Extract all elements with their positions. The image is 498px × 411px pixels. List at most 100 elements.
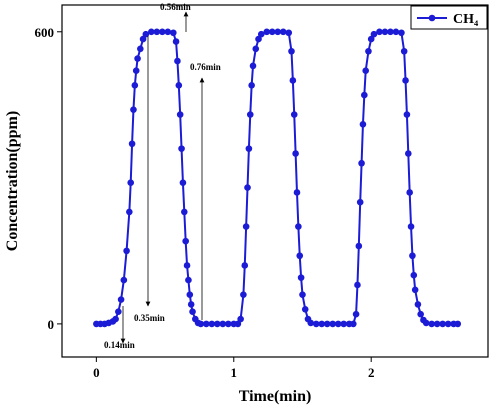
data-point: [189, 308, 196, 316]
data-point: [367, 35, 375, 43]
data-point: [318, 320, 326, 328]
data-point: [370, 30, 378, 38]
data-point: [175, 82, 183, 89]
data-point: [244, 184, 251, 191]
data-point: [219, 320, 227, 328]
data-point: [297, 274, 305, 281]
data-point: [112, 315, 119, 323]
data-point: [130, 106, 137, 113]
legend-marker: [428, 14, 436, 22]
data-point: [411, 286, 419, 294]
data-point: [402, 77, 409, 84]
data-point: [312, 320, 320, 328]
data-point: [153, 28, 161, 36]
data-point: [237, 315, 244, 323]
data-point: [410, 271, 418, 279]
data-point: [263, 28, 271, 36]
data-point: [428, 320, 435, 328]
data-point: [123, 247, 130, 255]
data-point: [252, 45, 260, 53]
data-point: [414, 301, 422, 308]
data-point: [365, 47, 372, 55]
data-point: [358, 159, 365, 167]
data-point: [197, 320, 205, 328]
data-point: [120, 276, 128, 284]
data-point: [433, 320, 441, 328]
data-point: [359, 120, 367, 128]
data-point: [248, 82, 255, 89]
data-point: [178, 145, 185, 152]
data-point: [352, 310, 360, 318]
data-point: [127, 179, 135, 187]
data-point: [274, 28, 282, 36]
data-point: [403, 111, 411, 118]
data-point: [444, 320, 452, 328]
data-point: [115, 308, 122, 316]
y-tick-label: 600: [35, 25, 55, 40]
data-point: [186, 291, 194, 298]
data-point: [202, 320, 210, 328]
data-point: [355, 242, 363, 250]
annotation: 0.76min: [190, 62, 221, 72]
data-point: [183, 262, 191, 269]
data-point: [387, 28, 394, 36]
data-point: [404, 150, 412, 157]
data-point: [134, 55, 141, 62]
data-point: [289, 77, 297, 84]
annotation: 0.56min: [160, 2, 191, 12]
data-point: [376, 28, 383, 36]
data-point: [406, 189, 413, 196]
series-line: [96, 30, 458, 325]
data-point: [174, 57, 181, 65]
data-point: [454, 320, 462, 328]
data-point: [292, 150, 299, 157]
data-point: [285, 29, 293, 37]
data-point: [354, 281, 361, 289]
data-point: [296, 252, 304, 260]
data-point: [301, 305, 309, 313]
data-point: [255, 35, 262, 43]
data-point: [137, 45, 144, 53]
data-point: [257, 30, 265, 38]
annotation: 0.35min: [134, 313, 165, 323]
data-point: [181, 208, 188, 216]
x-tick-label: 0: [93, 365, 100, 380]
x-tick-label: 1: [231, 365, 238, 380]
data-point: [179, 179, 187, 187]
data-point: [139, 35, 147, 43]
data-point: [323, 320, 331, 328]
data-point: [361, 91, 368, 99]
data-point: [334, 320, 342, 328]
data-point: [164, 28, 172, 36]
y-tick-label: 0: [48, 317, 55, 332]
data-point: [117, 296, 125, 303]
data-point: [213, 320, 221, 328]
annotation: 0.14min: [104, 340, 135, 350]
legend-label: CH₄: [453, 12, 479, 27]
data-point: [299, 291, 306, 298]
data-point: [295, 223, 302, 230]
y-axis-title: Concentration(ppm): [4, 111, 21, 251]
data-point: [439, 320, 446, 328]
data-point: [224, 320, 232, 328]
data-point: [392, 28, 400, 36]
data-point: [409, 252, 416, 260]
data-point: [242, 223, 250, 230]
legend-box: [410, 5, 488, 30]
data-point: [307, 319, 315, 327]
data-point: [131, 82, 139, 89]
data-point: [268, 28, 276, 36]
data-point: [176, 111, 184, 118]
x-axis-title: Time(min): [239, 388, 312, 405]
data-point: [234, 320, 242, 328]
data-point: [381, 28, 389, 36]
data-point: [356, 198, 364, 206]
data-point: [159, 28, 166, 36]
data-point: [290, 111, 298, 118]
data-point: [126, 208, 133, 216]
data-point: [170, 29, 177, 37]
data-point: [422, 319, 430, 327]
data-point: [400, 47, 408, 55]
data-point: [288, 47, 295, 55]
